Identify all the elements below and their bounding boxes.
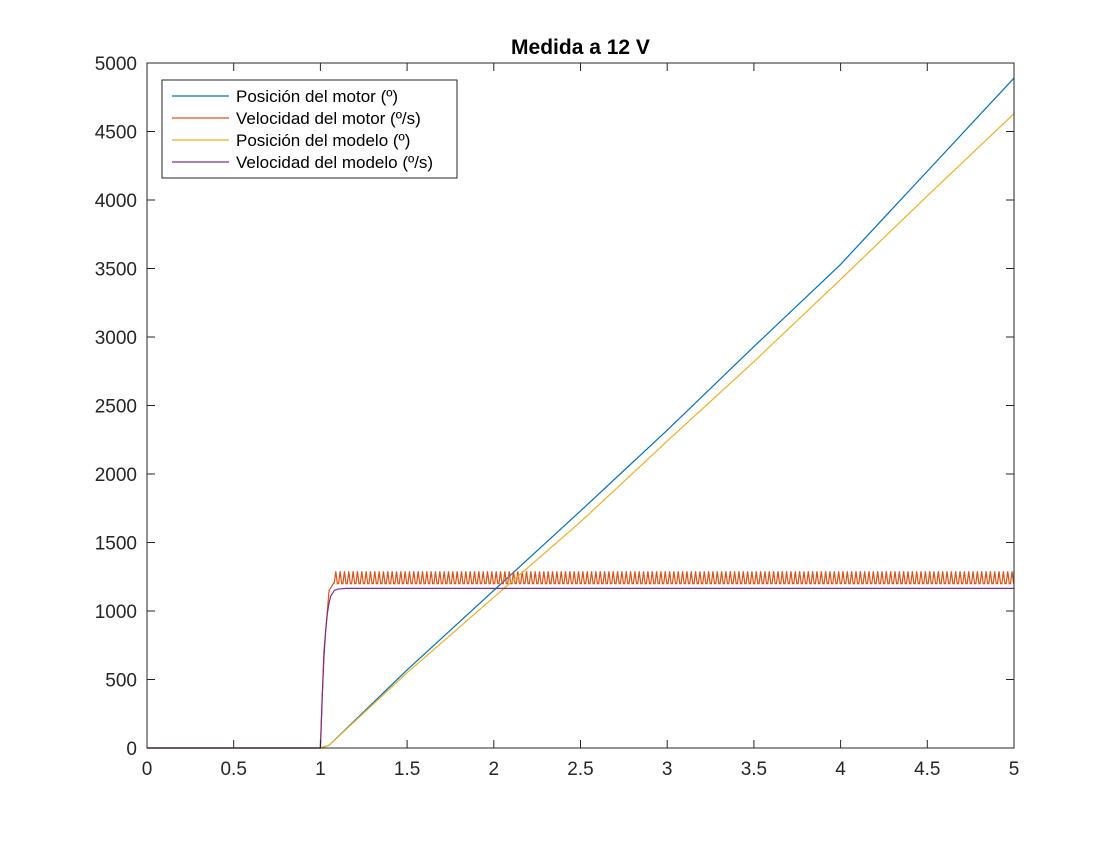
y-tick-label: 4000 (95, 191, 137, 212)
x-tick-label: 3.5 (741, 759, 767, 780)
y-tick-label: 500 (105, 671, 137, 692)
series-line-4 (147, 587, 1014, 749)
x-tick-label: 1 (315, 759, 326, 780)
y-tick-label: 3500 (95, 260, 137, 281)
y-tick-label: 2500 (95, 397, 137, 418)
x-tick-label: 0.5 (220, 759, 246, 780)
y-tick-label: 0 (126, 739, 137, 760)
legend-label: Posición del modelo (º) (236, 131, 410, 150)
y-tick-label: 4500 (95, 123, 137, 144)
y-tick-label: 3000 (95, 328, 137, 349)
legend-label: Velocidad del modelo (º/s) (236, 153, 433, 172)
x-tick-label: 1.5 (394, 759, 420, 780)
y-tick-label: 1000 (95, 602, 137, 623)
x-tick-label: 2 (489, 759, 500, 780)
x-tick-label: 3 (662, 759, 673, 780)
y-tick-label: 2000 (95, 465, 137, 486)
series-line-3 (147, 113, 1015, 749)
legend-label: Posición del motor (º) (236, 87, 398, 106)
y-tick-label: 5000 (95, 54, 137, 75)
x-tick-label: 4.5 (914, 759, 940, 780)
x-tick-label: 4 (835, 759, 846, 780)
x-tick-label: 5 (1009, 759, 1020, 780)
legend-label: Velocidad del motor (º/s) (236, 109, 421, 128)
chart-title: Medida a 12 V (511, 36, 650, 59)
x-tick-label: 2.5 (567, 759, 593, 780)
x-tick-label: 0 (142, 759, 153, 780)
series-line-2 (147, 571, 1015, 749)
y-tick-label: 1500 (95, 534, 137, 555)
